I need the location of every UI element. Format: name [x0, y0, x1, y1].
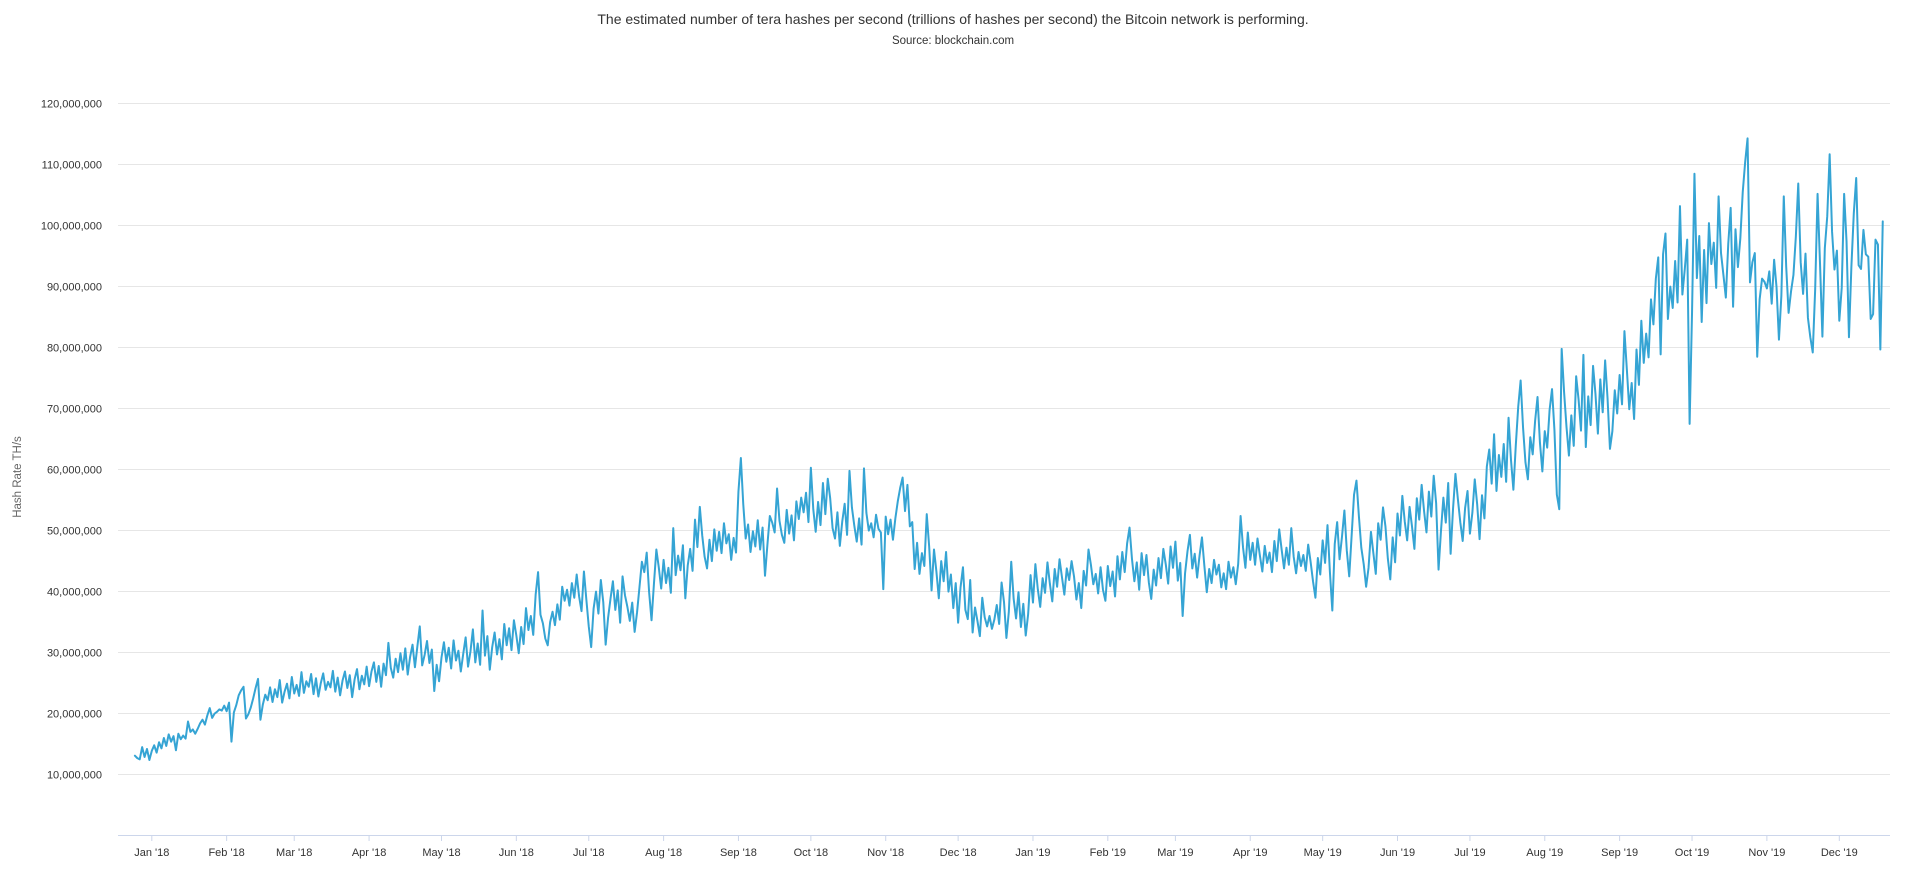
x-tick-label: May '19 — [1304, 847, 1342, 859]
y-tick-label: 80,000,000 — [47, 343, 102, 355]
y-tick-label: 60,000,000 — [47, 465, 102, 477]
y-tick-label: 10,000,000 — [47, 770, 102, 782]
x-tick-label: Jul '18 — [573, 847, 604, 859]
x-tick-label: Oct '18 — [794, 847, 829, 859]
x-tick-label: Sep '18 — [720, 847, 757, 859]
y-tick-label: 120,000,000 — [41, 99, 102, 111]
x-tick-label: Jun '18 — [499, 847, 534, 859]
y-tick-label: 30,000,000 — [47, 648, 102, 660]
series-layer — [133, 137, 1884, 761]
y-axis: 10,000,000 20,000,000 30,000,000 40,000,000… — [41, 99, 102, 782]
x-tick-label: Jun '19 — [1380, 847, 1415, 859]
x-tick-label: Mar '18 — [276, 847, 312, 859]
chart-title: The estimated number of tera hashes per … — [597, 11, 1309, 27]
y-axis-title: Hash Rate TH/s — [12, 436, 24, 518]
x-axis: Jan '18 Feb '18 Mar '18 Apr '18 May '18 Jun '… — [118, 835, 1890, 859]
y-tick-label: 70,000,000 — [47, 404, 102, 416]
x-tick-label: Feb '19 — [1090, 847, 1126, 859]
x-tick-label: Aug '18 — [645, 847, 682, 859]
x-tick-label: Jan '19 — [1015, 847, 1050, 859]
x-tick-label: Apr '19 — [1233, 847, 1268, 859]
x-tick-label: Feb '18 — [208, 847, 244, 859]
x-tick-label: Nov '18 — [867, 847, 904, 859]
series-line — [133, 137, 1884, 761]
x-tick-label: May '18 — [422, 847, 460, 859]
x-tick-label: Aug '19 — [1526, 847, 1563, 859]
x-tick-label: Dec '19 — [1821, 847, 1858, 859]
y-tick-label: 20,000,000 — [47, 709, 102, 721]
y-tick-label: 50,000,000 — [47, 526, 102, 538]
x-tick-label: Apr '18 — [352, 847, 387, 859]
x-tick-label: Jul '19 — [1454, 847, 1485, 859]
y-tick-label: 90,000,000 — [47, 282, 102, 294]
gridlines — [118, 103, 1890, 775]
chart-subtitle: Source: blockchain.com — [891, 35, 1015, 47]
x-tick-label: Nov '19 — [1748, 847, 1785, 859]
x-tick-label: Jan '18 — [134, 847, 169, 859]
x-tick-label: Sep '19 — [1601, 847, 1638, 859]
y-tick-label: 100,000,000 — [41, 221, 102, 233]
y-tick-label: 110,000,000 — [42, 160, 102, 172]
y-tick-label: 40,000,000 — [47, 587, 102, 599]
x-tick-label: Oct '19 — [1675, 847, 1710, 859]
x-tick-label: Dec '18 — [940, 847, 977, 859]
x-tick-label: Mar '19 — [1157, 847, 1193, 859]
